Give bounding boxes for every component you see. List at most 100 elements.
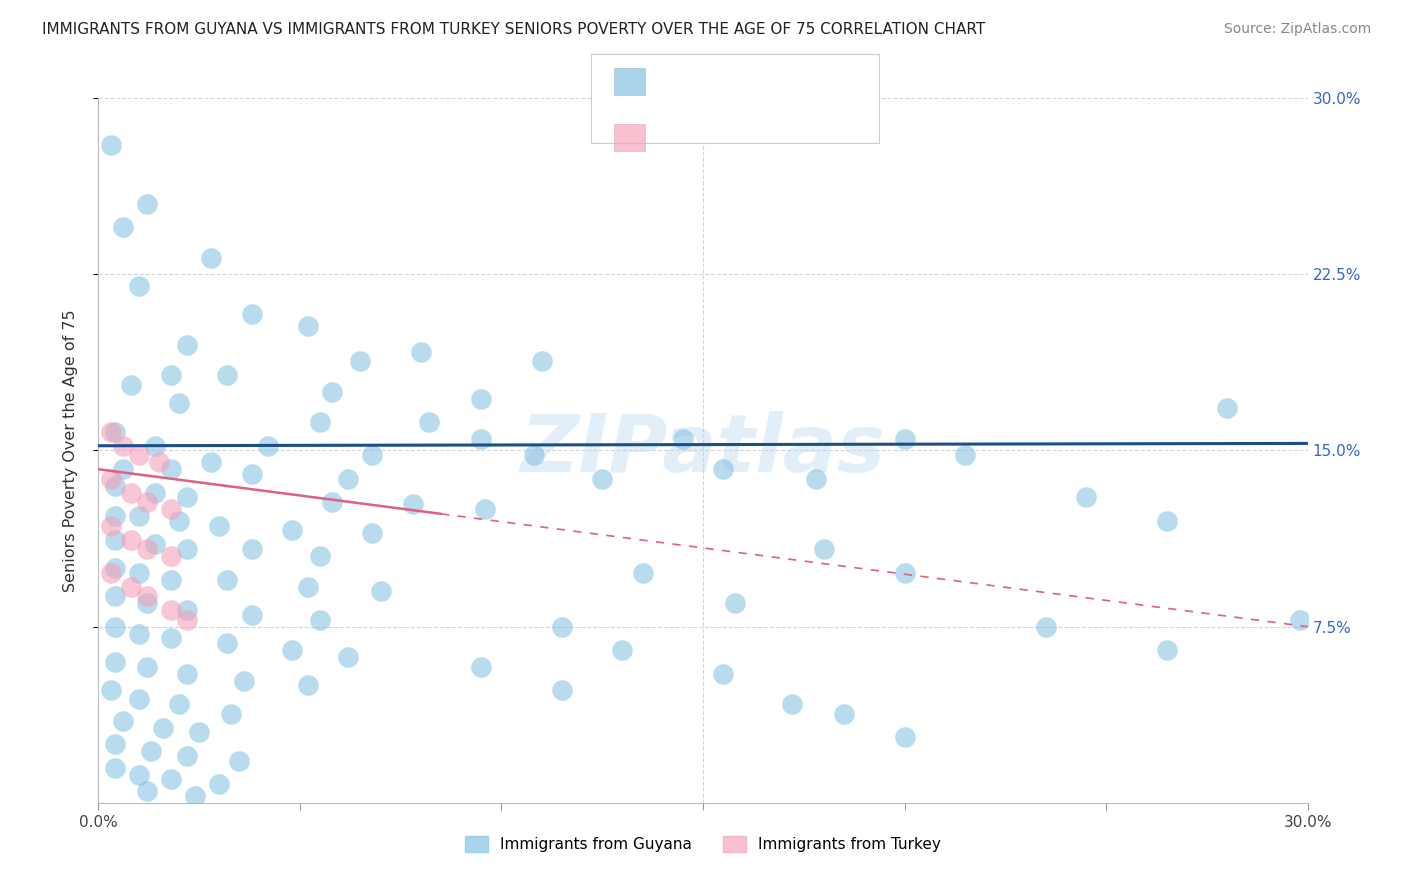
Point bbox=[128, 626, 150, 640]
Point bbox=[103, 737, 125, 751]
Point bbox=[470, 659, 492, 673]
Point bbox=[281, 524, 304, 538]
Point bbox=[103, 509, 125, 524]
Point bbox=[240, 607, 263, 622]
Point bbox=[200, 251, 222, 265]
Point bbox=[240, 467, 263, 481]
Point bbox=[370, 584, 392, 599]
Point bbox=[176, 337, 198, 351]
Point bbox=[813, 542, 835, 557]
Point bbox=[160, 368, 183, 383]
Point bbox=[135, 542, 157, 557]
Point bbox=[128, 566, 150, 580]
Point bbox=[221, 706, 243, 721]
Point bbox=[217, 573, 239, 587]
Point bbox=[176, 603, 198, 617]
Point bbox=[160, 462, 183, 476]
Text: Source: ZipAtlas.com: Source: ZipAtlas.com bbox=[1223, 22, 1371, 37]
Point bbox=[135, 589, 157, 603]
Point bbox=[111, 714, 134, 728]
Point bbox=[240, 307, 263, 321]
Point bbox=[120, 580, 142, 594]
Point bbox=[135, 196, 157, 211]
Point bbox=[120, 485, 142, 500]
Point bbox=[711, 462, 734, 476]
Point bbox=[160, 632, 183, 646]
Point bbox=[309, 613, 332, 627]
Point bbox=[409, 344, 432, 359]
Point bbox=[780, 697, 803, 711]
Point bbox=[135, 659, 157, 673]
Point bbox=[402, 498, 425, 512]
Point bbox=[240, 542, 263, 557]
Point bbox=[103, 619, 125, 633]
Point bbox=[100, 566, 122, 580]
Point bbox=[176, 613, 198, 627]
Point bbox=[135, 495, 157, 509]
Point bbox=[631, 566, 654, 580]
Point bbox=[103, 533, 125, 547]
Point bbox=[893, 730, 915, 744]
Point bbox=[551, 683, 574, 698]
Point bbox=[418, 415, 440, 429]
Point bbox=[337, 472, 360, 486]
Point bbox=[100, 138, 122, 153]
Point bbox=[176, 491, 198, 505]
Point bbox=[111, 220, 134, 235]
Point bbox=[321, 495, 343, 509]
Point bbox=[724, 596, 747, 610]
Point bbox=[143, 439, 166, 453]
Point bbox=[1156, 514, 1178, 528]
Point bbox=[1288, 613, 1310, 627]
Point bbox=[120, 377, 142, 392]
Point bbox=[103, 589, 125, 603]
Point bbox=[711, 666, 734, 681]
Point bbox=[135, 596, 157, 610]
Point bbox=[176, 542, 198, 557]
Text: ZIPatlas: ZIPatlas bbox=[520, 411, 886, 490]
Point bbox=[893, 432, 915, 446]
Point bbox=[148, 455, 170, 469]
Point bbox=[184, 789, 207, 803]
Point bbox=[103, 760, 125, 774]
Text: R = -0.082   N =  17: R = -0.082 N = 17 bbox=[659, 128, 852, 143]
Point bbox=[321, 384, 343, 399]
Point bbox=[530, 354, 553, 368]
Point bbox=[167, 396, 190, 410]
Point bbox=[160, 772, 183, 787]
Point bbox=[804, 472, 827, 486]
Point bbox=[228, 754, 250, 768]
Point bbox=[111, 462, 134, 476]
Point bbox=[474, 502, 496, 516]
Point bbox=[103, 655, 125, 669]
Point bbox=[470, 392, 492, 406]
Point bbox=[337, 650, 360, 665]
Point bbox=[551, 619, 574, 633]
Point bbox=[1035, 619, 1057, 633]
Point bbox=[309, 415, 332, 429]
Point bbox=[103, 561, 125, 575]
Point bbox=[281, 643, 304, 657]
Point bbox=[832, 706, 855, 721]
Point bbox=[470, 432, 492, 446]
Point bbox=[128, 509, 150, 524]
Point bbox=[128, 767, 150, 781]
Point bbox=[1074, 491, 1097, 505]
Point bbox=[100, 683, 122, 698]
Point bbox=[297, 678, 319, 692]
Point bbox=[208, 518, 231, 533]
Point bbox=[297, 580, 319, 594]
Point bbox=[208, 777, 231, 791]
Point bbox=[176, 666, 198, 681]
Point bbox=[232, 673, 254, 688]
Point bbox=[103, 478, 125, 492]
Point bbox=[167, 514, 190, 528]
Point bbox=[160, 549, 183, 564]
Point bbox=[188, 725, 211, 739]
Point bbox=[143, 485, 166, 500]
Point bbox=[523, 448, 546, 462]
Point bbox=[135, 784, 157, 798]
Point bbox=[309, 549, 332, 564]
Point bbox=[349, 354, 371, 368]
Legend: Immigrants from Guyana, Immigrants from Turkey: Immigrants from Guyana, Immigrants from … bbox=[460, 830, 946, 859]
